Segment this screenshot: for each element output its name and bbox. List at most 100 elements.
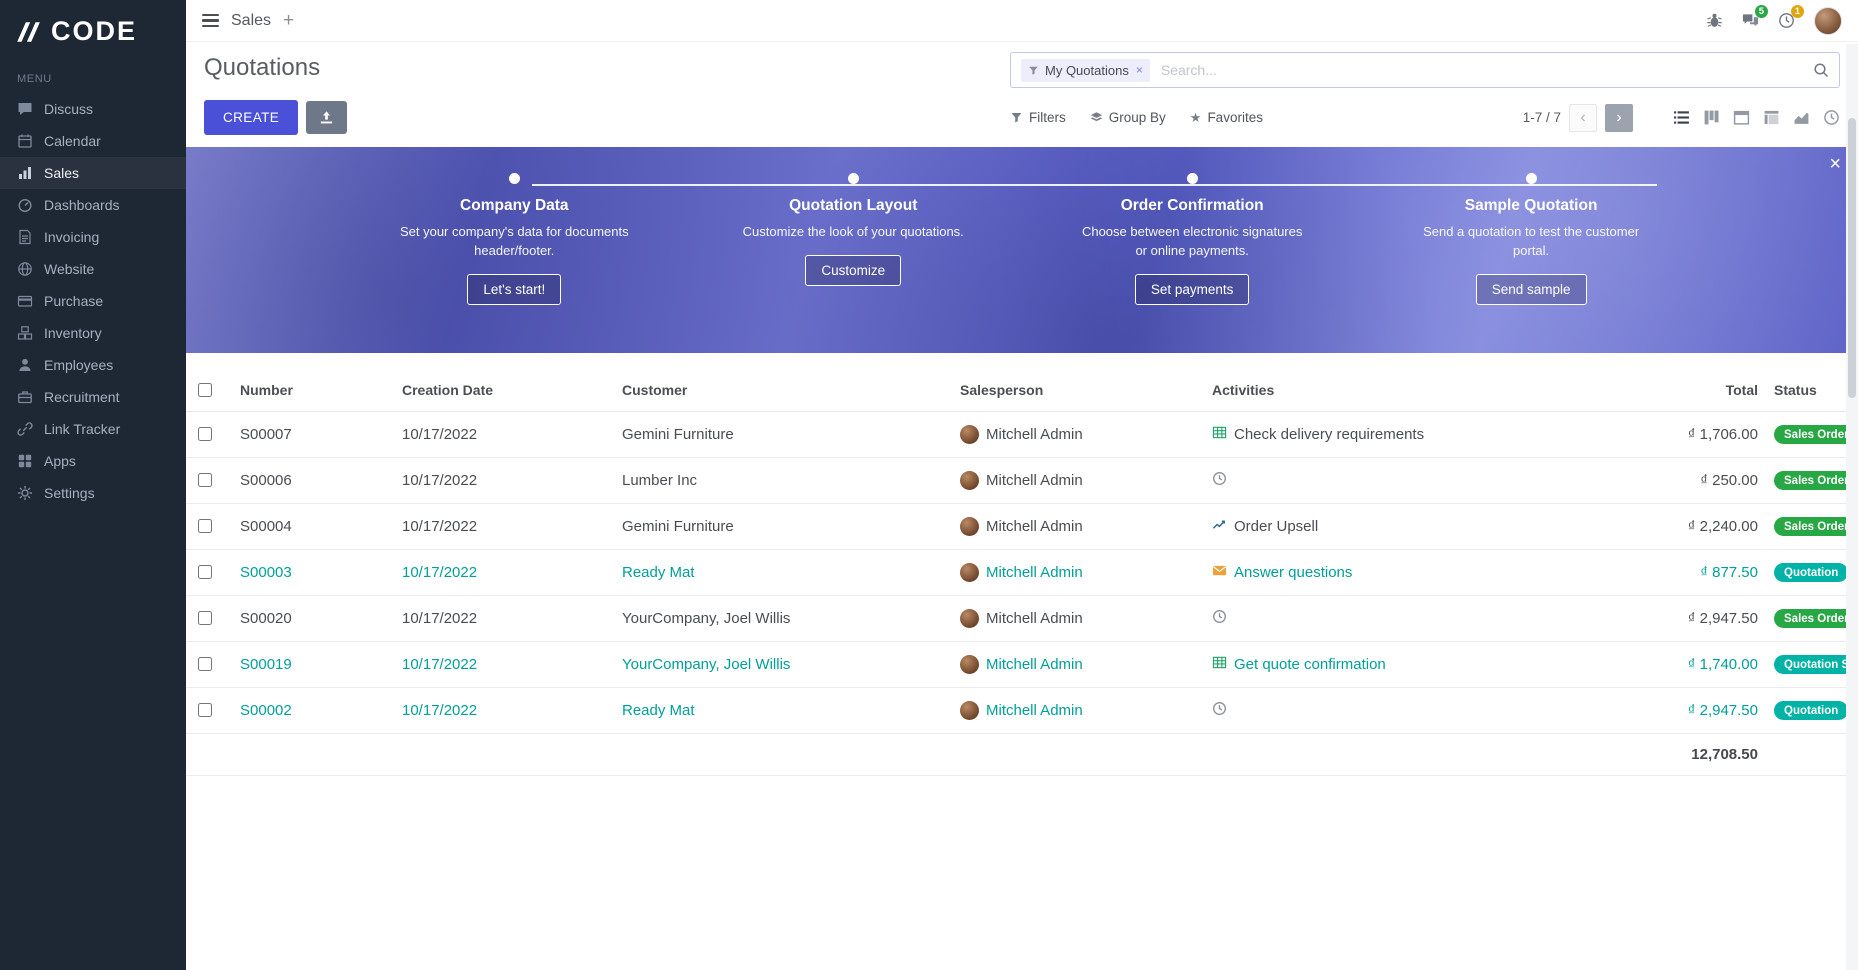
step-description: Set your company's data for documents he… — [399, 224, 629, 258]
list-view-icon[interactable] — [1673, 109, 1690, 126]
row-checkbox[interactable] — [198, 657, 212, 671]
status-badge: Quotation — [1774, 701, 1849, 721]
sidebar-item-calendar[interactable]: Calendar — [0, 125, 186, 157]
row-date: 10/17/2022 — [402, 472, 478, 489]
column-header-number[interactable]: Number — [232, 369, 394, 412]
sidebar-item-label: Dashboards — [44, 197, 120, 213]
step-dot — [508, 173, 520, 184]
sidebar-nav: Discuss Calendar Sales Dashboards Invoic… — [0, 93, 186, 509]
onboarding-step-order-confirmation: Order Confirmation Choose between electr… — [1023, 173, 1362, 305]
sidebar-item-recruitment[interactable]: Recruitment — [0, 381, 186, 413]
column-header-activities[interactable]: Activities — [1204, 369, 1634, 412]
create-button[interactable]: CREATE — [204, 100, 299, 135]
globe-icon — [17, 261, 33, 277]
messages-icon[interactable]: 5 — [1742, 5, 1768, 29]
filter-chip-remove-icon[interactable]: × — [1135, 63, 1143, 77]
sidebar-item-inventory[interactable]: Inventory — [0, 317, 186, 349]
lets-start-button[interactable]: Let's start! — [467, 273, 562, 305]
sidebar-item-label: Website — [44, 261, 95, 277]
sidebar-item-employees[interactable]: Employees — [0, 349, 186, 381]
banner-close-icon[interactable]: × — [1829, 153, 1841, 175]
sidebar-item-discuss[interactable]: Discuss — [0, 93, 186, 125]
bug-icon[interactable] — [1706, 12, 1723, 29]
clock-icon[interactable] — [1212, 609, 1227, 628]
current-app-name[interactable]: Sales — [231, 11, 272, 29]
column-header-creation-date[interactable]: Creation Date — [394, 369, 614, 412]
row-checkbox[interactable] — [198, 519, 212, 533]
add-icon[interactable]: + — [283, 10, 295, 31]
clock-icon[interactable] — [1212, 471, 1227, 490]
pager-next-button[interactable]: › — [1605, 103, 1633, 132]
pager-range: 1-7 / 7 — [1522, 110, 1561, 125]
filter-chip[interactable]: My Quotations × — [1021, 58, 1150, 82]
sidebar-item-sales[interactable]: Sales — [0, 157, 186, 189]
row-activity[interactable]: Check delivery requirements — [1234, 426, 1425, 443]
favorites-label: Favorites — [1207, 110, 1263, 125]
customize-button[interactable]: Customize — [805, 254, 902, 286]
row-checkbox[interactable] — [198, 611, 212, 625]
table-row[interactable]: S00007 10/17/2022 Gemini Furniture Mitch… — [186, 411, 1858, 458]
table-header-row: Number Creation Date Customer Salesperso… — [186, 369, 1858, 412]
sidebar-item-dashboards[interactable]: Dashboards — [0, 189, 186, 221]
search-bar[interactable]: My Quotations × — [1010, 52, 1840, 88]
view-switcher — [1673, 109, 1840, 126]
clock-icon[interactable] — [1212, 701, 1227, 720]
search-input[interactable] — [1158, 61, 1804, 79]
menu-toggle-icon[interactable] — [202, 13, 219, 28]
calendar-view-icon[interactable] — [1733, 109, 1750, 126]
control-panel: Quotations My Quotations × CREATE — [186, 42, 1858, 147]
table-row[interactable]: S00002 10/17/2022 Ready Mat Mitchell Adm… — [186, 687, 1858, 734]
sidebar-item-link-tracker[interactable]: Link Tracker — [0, 413, 186, 445]
activities-clock-icon[interactable]: 1 — [1778, 5, 1804, 29]
sidebar-item-label: Apps — [44, 453, 76, 469]
column-header-total[interactable]: Total — [1634, 369, 1766, 412]
pivot-view-icon[interactable] — [1763, 109, 1780, 126]
column-header-customer[interactable]: Customer — [614, 369, 952, 412]
sidebar-item-website[interactable]: Website — [0, 253, 186, 285]
table-row[interactable]: S00020 10/17/2022 YourCompany, Joel Will… — [186, 595, 1858, 642]
row-checkbox[interactable] — [198, 427, 212, 441]
row-checkbox[interactable] — [198, 703, 212, 717]
row-total: ₫ 250.00 — [1700, 472, 1758, 489]
row-activity[interactable]: Get quote confirmation — [1234, 656, 1386, 673]
search-icon[interactable] — [1813, 62, 1829, 78]
sidebar-item-invoicing[interactable]: Invoicing — [0, 221, 186, 253]
sales-icon — [17, 165, 33, 181]
table-row[interactable]: S00004 10/17/2022 Gemini Furniture Mitch… — [186, 503, 1858, 550]
app-logo[interactable]: CODE — [0, 0, 186, 59]
select-all-checkbox[interactable] — [198, 383, 212, 397]
graph-view-icon[interactable] — [1793, 109, 1810, 126]
sidebar-item-apps[interactable]: Apps — [0, 445, 186, 477]
column-header-salesperson[interactable]: Salesperson — [952, 369, 1204, 412]
scrollbar-thumb[interactable] — [1848, 118, 1856, 398]
table-row[interactable]: S00019 10/17/2022 YourCompany, Joel Will… — [186, 641, 1858, 688]
step-dot — [1525, 173, 1537, 184]
quotations-list: Number Creation Date Customer Salesperso… — [186, 353, 1858, 970]
export-button[interactable] — [306, 101, 348, 134]
scrollbar[interactable] — [1846, 44, 1858, 970]
column-header-status[interactable]: Status — [1766, 369, 1858, 412]
row-date: 10/17/2022 — [402, 564, 478, 581]
filters-button[interactable]: Filters — [1010, 110, 1066, 125]
sidebar-item-purchase[interactable]: Purchase — [0, 285, 186, 317]
onboarding-step-sample-quotation: Sample Quotation Send a quotation to tes… — [1362, 173, 1701, 305]
sidebar-item-label: Employees — [44, 357, 114, 373]
set-payments-button[interactable]: Set payments — [1134, 273, 1250, 305]
kanban-view-icon[interactable] — [1703, 109, 1720, 126]
row-total: ₫ 1,706.00 — [1687, 426, 1758, 443]
pager-prev-button[interactable]: ‹ — [1569, 103, 1597, 132]
favorites-button[interactable]: ★ Favorites — [1190, 110, 1263, 126]
table-row[interactable]: S00006 10/17/2022 Lumber Inc Mitchell Ad… — [186, 457, 1858, 504]
onboarding-step-company-data: Company Data Set your company's data for… — [345, 173, 684, 305]
send-sample-button[interactable]: Send sample — [1475, 273, 1587, 305]
user-avatar[interactable] — [1814, 6, 1842, 35]
activity-view-icon[interactable] — [1823, 109, 1840, 126]
sidebar-item-settings[interactable]: Settings — [0, 477, 186, 509]
row-checkbox[interactable] — [198, 473, 212, 487]
row-activity[interactable]: Order Upsell — [1234, 518, 1319, 535]
row-checkbox[interactable] — [198, 565, 212, 579]
table-row[interactable]: S00003 10/17/2022 Ready Mat Mitchell Adm… — [186, 549, 1858, 596]
table-footer-row: 12,708.50 — [186, 733, 1858, 776]
row-activity[interactable]: Answer questions — [1234, 564, 1353, 581]
group-by-button[interactable]: Group By — [1090, 110, 1166, 125]
